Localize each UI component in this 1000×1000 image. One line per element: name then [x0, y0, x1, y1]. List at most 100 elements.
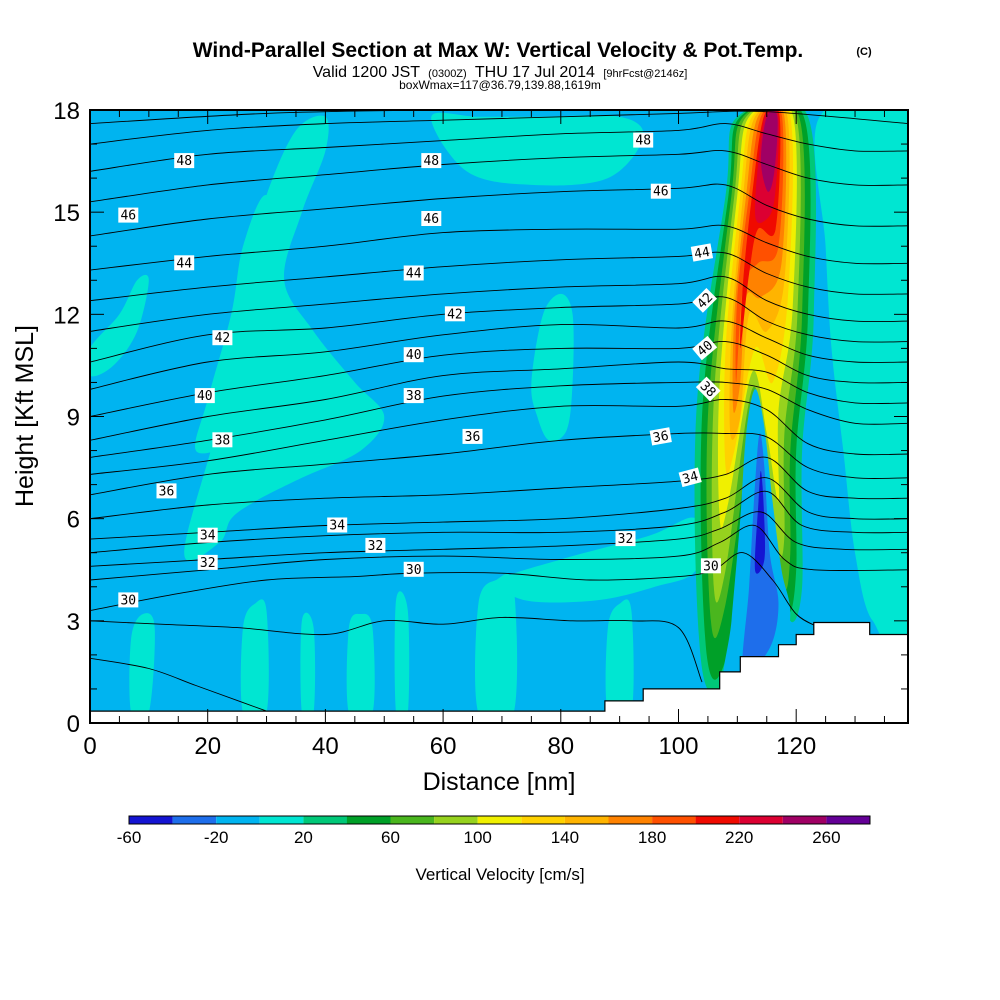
- colorbar-tick-label: 20: [294, 828, 313, 847]
- contour-label-box: [197, 554, 218, 570]
- colorbar-swatch: [390, 816, 435, 824]
- y-tick-label: 12: [53, 302, 80, 329]
- potential-temperature-contours: [90, 110, 908, 712]
- contour-label-text: 38: [215, 433, 231, 448]
- contour-label-box: [194, 388, 215, 404]
- contour-label-box: [695, 376, 721, 402]
- colorbar-frame: [128, 815, 871, 825]
- colorbar-tick-label: 260: [812, 828, 840, 847]
- contour-label-19: 36: [462, 428, 483, 445]
- colorbar-swatch: [826, 816, 870, 824]
- colorbar-swatch: [564, 816, 609, 824]
- contour-label-1: 48: [421, 153, 442, 169]
- contour-label-text: 34: [329, 519, 345, 534]
- contour-label-box: [615, 531, 636, 547]
- contour-label-box: [633, 132, 654, 148]
- contour-label-text: 40: [197, 389, 213, 404]
- contour-label-text: 44: [176, 256, 192, 271]
- contour-label-9: 42: [212, 330, 233, 346]
- contour-label-text: 44: [693, 245, 711, 263]
- contour-label-8: 44: [690, 243, 714, 263]
- isentrope-47: [90, 150, 908, 203]
- vertical-velocity-fills: [90, 110, 908, 723]
- contour-label-box: [212, 432, 233, 448]
- contour-label-22: 34: [327, 517, 348, 534]
- isentrope-36: [90, 432, 908, 496]
- valid-date: THU 17 Jul 2014: [475, 64, 595, 81]
- contour-label-box: [174, 153, 195, 169]
- colorbar-tick-label: 100: [464, 828, 492, 847]
- contour-label-box: [118, 207, 139, 223]
- isentrope-50: [90, 110, 908, 125]
- x-tick-label: 100: [658, 733, 698, 760]
- contour-label-box: [678, 467, 702, 488]
- isentrope-41: [90, 320, 908, 390]
- contour-label-24: 32: [197, 554, 218, 571]
- contour-label-box: [156, 483, 177, 499]
- contour-label-text: 46: [423, 212, 439, 227]
- contour-label-box: [212, 330, 233, 346]
- main-plume-260: [760, 110, 778, 192]
- contour-label-box: [649, 427, 672, 446]
- upwind-updraft-band: [184, 115, 385, 561]
- contour-label-text: 34: [681, 469, 700, 488]
- contour-label-2: 48: [633, 132, 654, 149]
- valid-time-line: Valid 1200 JST (0300Z) THU 17 Jul 2014 […: [313, 64, 688, 81]
- contour-label-text: 32: [618, 532, 634, 547]
- isentrope-39: [90, 361, 908, 441]
- contour-label-27: 30: [118, 592, 139, 608]
- colorbar: -60 -20 20 60 100 140 180 220 260: [117, 815, 871, 847]
- terrain-profile: [90, 621, 908, 723]
- isentrope-45: [90, 224, 908, 271]
- contour-label-box: [403, 265, 424, 281]
- colorbar-tick-label: 220: [725, 828, 753, 847]
- contour-label-18: 36: [156, 483, 177, 499]
- contour-label-text: 36: [465, 430, 481, 445]
- low-level-band: [500, 517, 702, 603]
- contour-label-text: 44: [406, 267, 422, 282]
- x-tick-label: 80: [547, 733, 574, 760]
- contour-label-box: [403, 388, 424, 404]
- colorbar-swatch: [521, 816, 565, 824]
- isentrope-44: [90, 251, 908, 302]
- contour-label-23: 34: [678, 467, 702, 488]
- x-axis-label: Distance [nm]: [423, 768, 576, 796]
- contour-label-text: 36: [159, 484, 175, 499]
- contour-label-16: 38: [403, 388, 424, 404]
- contour-label-text: 46: [653, 185, 669, 200]
- x-tick-label: 20: [194, 733, 221, 760]
- contour-label-box: [403, 561, 424, 577]
- contour-label-text: 48: [635, 134, 651, 149]
- contour-label-box: [421, 211, 442, 226]
- colorbar-tick-label: -20: [204, 828, 229, 847]
- contour-label-text: 42: [215, 331, 231, 346]
- lower-strip-6: [475, 573, 518, 723]
- colorbar-swatch: [608, 816, 653, 824]
- contour-label-box: [692, 287, 718, 313]
- contour-label-21: 34: [197, 527, 218, 544]
- downdraft-minus40: [754, 470, 766, 574]
- x-tick-label: 0: [83, 733, 96, 760]
- contour-label-box: [700, 558, 721, 574]
- utc-time: (0300Z): [428, 68, 467, 80]
- isentrope-31: [90, 524, 908, 581]
- colorbar-swatch: [129, 816, 173, 824]
- isentrope-49: [90, 110, 908, 145]
- right-edge-band: [814, 110, 908, 661]
- colorbar-swatch: [782, 816, 827, 824]
- contour-label-box: [118, 592, 139, 608]
- chart-title: Wind-Parallel Section at Max W: Vertical…: [193, 39, 804, 62]
- copyright-mark: (C): [856, 46, 872, 58]
- contour-label-box: [403, 347, 424, 363]
- contour-label-0: 48: [174, 153, 195, 169]
- lower-strip-2: [240, 599, 269, 723]
- contour-label-15: 38: [212, 432, 233, 448]
- contour-label-text: 38: [406, 389, 422, 404]
- lower-strip-1: [129, 613, 155, 723]
- contour-label-text: 36: [652, 429, 670, 446]
- colorbar-swatch: [477, 816, 522, 824]
- contour-label-box: [421, 153, 442, 169]
- contour-label-box: [690, 243, 714, 262]
